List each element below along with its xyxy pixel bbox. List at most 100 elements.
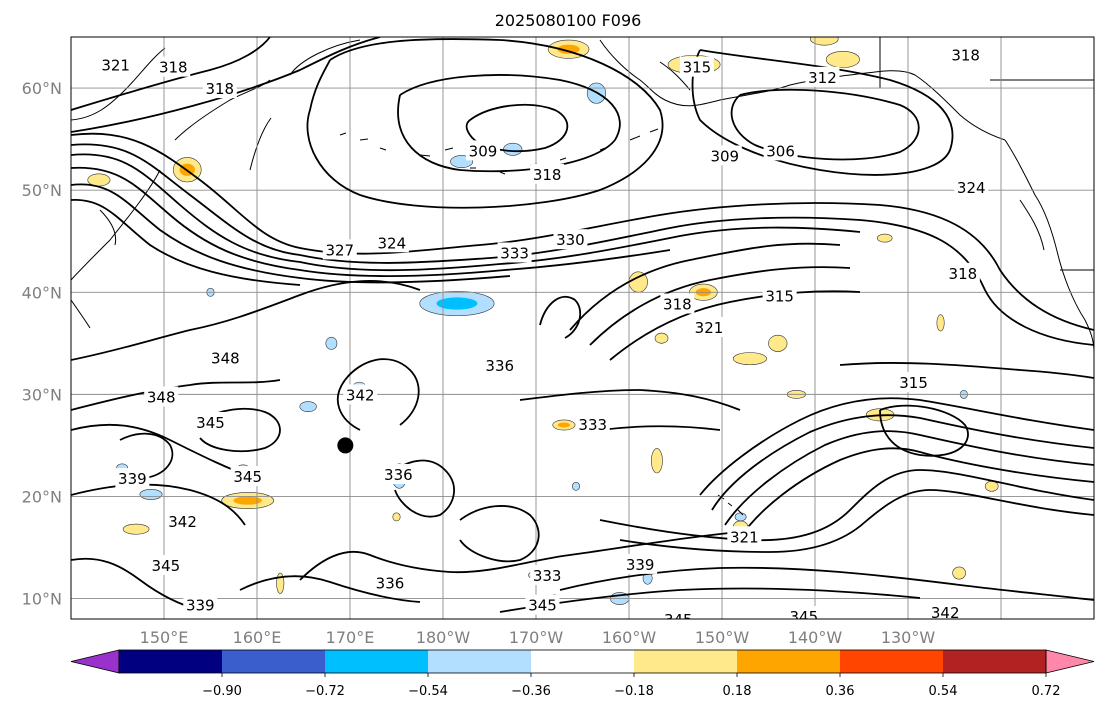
- longitude-label: 160°W: [602, 628, 657, 647]
- map-title: 2025080100 F096: [495, 11, 642, 30]
- longitude-label: 130°W: [881, 628, 936, 647]
- contour-label-bg: [928, 601, 963, 619]
- contour-label-bg: [525, 594, 560, 615]
- negative-anomaly-region: [734, 512, 747, 522]
- positive-anomaly-region: [825, 50, 860, 68]
- contour-label: 324: [378, 234, 407, 252]
- contour-label-bg: [497, 242, 532, 263]
- latitude-label: 10°N: [22, 590, 62, 609]
- contour-label-bg: [763, 140, 798, 161]
- contour-label: 321: [730, 528, 759, 546]
- positive-anomaly-region: [952, 566, 966, 580]
- contour-line: [519, 389, 741, 411]
- map-frame: [70, 36, 1095, 620]
- contour-label-bg: [193, 411, 228, 432]
- contour-line: [71, 199, 301, 286]
- contour-line: [299, 529, 761, 581]
- contour-line: [739, 447, 1094, 539]
- contour-line: [459, 505, 540, 563]
- contour-label: 315: [683, 59, 712, 77]
- contour-line: [71, 166, 671, 277]
- contour-line: [71, 37, 271, 111]
- latitude-labels: 60°N 50°N 40°N 30°N 20°N 10°N: [22, 79, 62, 609]
- positive-anomaly-region: [768, 334, 788, 352]
- coastline-layer: [71, 37, 1094, 516]
- contour-label-bg: [727, 526, 762, 547]
- contour-line: [71, 37, 381, 133]
- contour-line: [394, 459, 455, 518]
- positive-anomaly-region-core: [557, 44, 580, 54]
- contour-label: 321: [695, 319, 724, 337]
- longitude-labels: 150°E 160°E 170°E 180°W 170°W 160°W 150°W 140°W…: [140, 628, 936, 647]
- contour-label-bg: [148, 554, 183, 575]
- contour-line: [699, 397, 1094, 496]
- colorbar-extend-high: [1045, 649, 1095, 674]
- contour-line: [465, 103, 569, 153]
- contour-label-bg: [623, 553, 658, 574]
- contour-line: [306, 38, 664, 209]
- kamchatka-coastline: [71, 39, 361, 329]
- contour-label: 318: [663, 296, 692, 314]
- contour-line: [71, 557, 201, 611]
- colorbar: −0.90 −0.72 −0.54 −0.36 −0.18 0.18 0.36 0.54 0.7…: [70, 649, 1095, 699]
- contour-label-bg: [115, 468, 150, 489]
- contour-label: 339: [118, 470, 147, 488]
- contour-line: [711, 414, 1094, 511]
- colorbar-tick-label: 0.36: [826, 684, 855, 699]
- canada-border: [879, 37, 1094, 271]
- contour-line: [499, 587, 921, 613]
- colorbar-tick-label: 0.54: [929, 684, 958, 699]
- contour-label-bg: [322, 239, 357, 260]
- contour-label-bg: [482, 354, 517, 375]
- contour-label-bg: [707, 145, 742, 166]
- latitude-label: 20°N: [22, 487, 62, 506]
- positive-anomaly-region: [732, 352, 767, 366]
- negative-anomaly-region-core: [436, 297, 478, 310]
- colorbar-segment: [737, 650, 841, 673]
- contour-label-bg: [165, 511, 200, 531]
- longitude-label: 160°E: [233, 628, 282, 647]
- contour-label-bg: [374, 232, 409, 253]
- contour-label: 315: [899, 374, 928, 392]
- negative-anomaly-region: [325, 336, 338, 350]
- contour-label-bg: [343, 384, 378, 405]
- contour-line: [336, 358, 420, 431]
- latitude-label: 40°N: [22, 283, 62, 302]
- latitude-label: 60°N: [22, 79, 62, 98]
- contour-label: 321: [101, 57, 130, 75]
- contour-label: 345: [196, 414, 225, 432]
- contour-label: 309: [469, 142, 498, 160]
- contour-label-bg: [691, 317, 726, 337]
- contour-label: 342: [168, 513, 197, 531]
- colorbar-tick-label: 0.72: [1032, 684, 1061, 699]
- contour-line: [71, 183, 511, 284]
- contour-label-bg: [381, 464, 416, 485]
- contour-label-bg: [144, 386, 179, 407]
- contour-label: 318: [205, 80, 234, 98]
- contour-line: [71, 483, 246, 526]
- contour-label: 345: [664, 611, 693, 629]
- contour-line: [589, 266, 851, 346]
- contour-label-bg: [786, 605, 821, 619]
- contour-label-bg: [805, 66, 840, 87]
- contour-label: 342: [346, 386, 375, 404]
- location-marker[interactable]: [337, 437, 354, 454]
- contour-line: [397, 74, 621, 173]
- contour-line: [619, 489, 1094, 553]
- contour-label: 318: [951, 46, 980, 64]
- contour-label: 345: [790, 608, 819, 626]
- contour-label: 339: [186, 597, 215, 615]
- contour-label: 306: [766, 142, 795, 160]
- colorbar-tick-label: −0.90: [202, 684, 242, 699]
- contour-line: [730, 88, 920, 161]
- contour-label: 318: [533, 166, 562, 184]
- contour-line: [239, 575, 421, 603]
- alaska-coastline: [599, 39, 1006, 141]
- colorbar-tick-label: −0.54: [408, 684, 448, 699]
- contour-label-bg: [661, 609, 696, 619]
- colorbar-frame: [118, 649, 1047, 674]
- contour-label: 336: [384, 466, 413, 484]
- negative-anomaly-region: [571, 481, 581, 491]
